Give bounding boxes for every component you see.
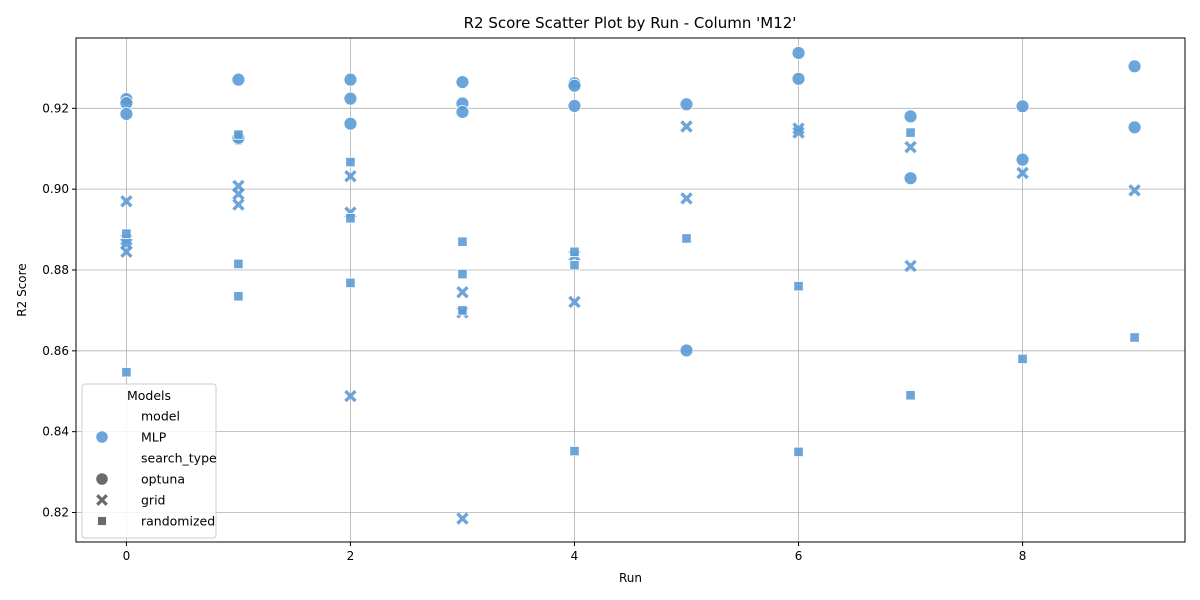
data-point-optuna [679,97,694,112]
legend-marker-MLP [95,430,109,444]
data-point-grid [904,259,917,273]
data-points [119,46,1142,525]
y-tick-label: 0.82 [42,505,69,519]
data-point-randomized [905,127,916,138]
data-point-optuna [1015,99,1030,114]
legend-entry-search-type: search_type [141,451,217,466]
data-point-optuna [1127,59,1142,74]
legend-marker-grid [96,494,108,506]
x-tick-label: 6 [795,549,803,563]
data-point-randomized [233,291,244,302]
data-point-randomized [793,446,804,457]
data-point-optuna [119,107,134,121]
legend-marker-optuna [95,472,109,486]
data-point-optuna [455,105,470,119]
data-point-randomized [569,246,580,257]
chart-title: R2 Score Scatter Plot by Run - Column 'M… [464,14,797,32]
data-point-randomized [345,156,356,168]
data-point-grid [680,120,693,133]
data-point-randomized [681,233,692,244]
data-point-randomized [457,268,468,280]
data-point-randomized [121,228,132,239]
data-point-randomized [569,445,580,457]
data-point-grid [680,192,693,205]
data-point-optuna [1015,152,1030,167]
data-point-randomized [345,213,356,224]
data-point-grid [232,187,245,201]
y-tick-label: 0.86 [42,344,69,358]
y-tick-label: 0.90 [42,182,69,196]
y-tick-label: 0.84 [42,425,69,439]
y-tick-label: 0.88 [42,263,69,277]
data-point-grid [232,198,245,211]
data-point-grid [120,195,133,208]
data-point-grid [1128,184,1141,197]
data-point-grid [1016,166,1029,180]
data-point-randomized [233,258,244,270]
x-tick-label: 0 [123,549,131,563]
data-point-randomized [233,129,244,140]
legend-box [81,383,217,539]
x-tick-label: 8 [1019,549,1027,563]
grid-lines [76,38,1185,542]
data-point-optuna [903,171,918,186]
legend-marker-randomized [97,516,107,526]
data-point-optuna [567,99,582,113]
data-point-grid [792,122,805,135]
legend-entry-optuna: optuna [141,472,185,487]
y-axis-label: R2 Score [15,263,29,316]
data-point-grid [120,245,133,259]
data-point-randomized [793,281,804,292]
x-axis-label: Run [619,571,642,585]
legend-entry-MLP: MLP [141,430,167,445]
data-point-optuna [567,78,582,93]
legend-entry-model: model [141,409,180,424]
data-point-optuna [791,46,806,60]
data-point-randomized [569,260,580,271]
data-point-grid [456,286,469,299]
data-point-optuna [343,116,358,131]
data-point-randomized [457,236,468,247]
plot-area-frame [75,37,1186,543]
data-point-grid [792,126,805,139]
data-point-optuna [679,343,694,358]
legend-title: Models [127,388,171,403]
data-point-optuna [791,71,806,86]
data-point-randomized [905,390,916,401]
data-point-grid [344,170,357,183]
data-point-randomized [345,277,356,289]
data-point-randomized [1129,332,1140,343]
data-point-optuna [903,109,918,124]
data-point-grid [344,389,357,403]
legend-entry-randomized: randomized [141,514,215,529]
data-point-grid [456,512,469,525]
data-point-optuna [1127,120,1142,135]
axis-ticks: 0 2 4 6 8 0.82 0.84 0.86 0.88 0.90 0.92 [42,101,1026,563]
data-point-optuna [231,72,246,87]
legend-entry-grid: grid [141,493,165,508]
data-point-randomized [457,305,468,316]
data-point-optuna [343,91,358,106]
data-point-optuna [455,75,470,89]
data-point-randomized [121,367,132,378]
y-tick-label: 0.92 [42,101,69,115]
x-tick-label: 2 [347,549,355,563]
data-point-grid [904,140,917,154]
x-tick-label: 4 [571,549,579,563]
data-point-randomized [1017,353,1028,365]
data-point-grid [568,295,581,309]
data-point-optuna [343,72,358,87]
